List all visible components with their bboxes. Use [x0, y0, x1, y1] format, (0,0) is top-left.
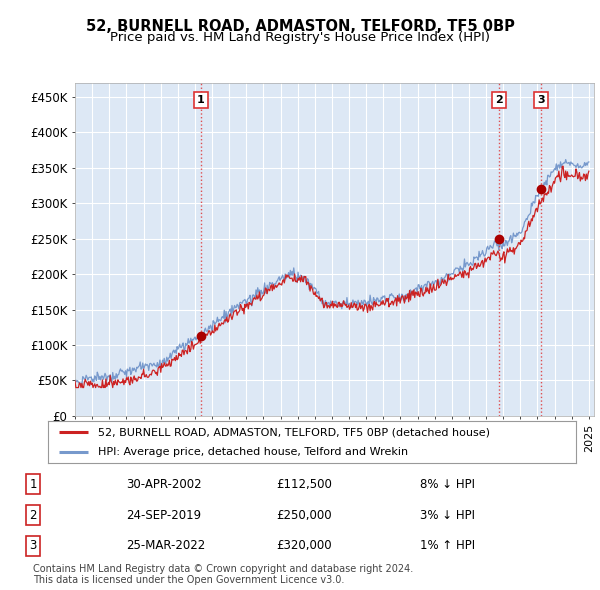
Text: 24-SEP-2019: 24-SEP-2019	[126, 509, 201, 522]
Text: 52, BURNELL ROAD, ADMASTON, TELFORD, TF5 0BP: 52, BURNELL ROAD, ADMASTON, TELFORD, TF5…	[86, 19, 514, 34]
Text: HPI: Average price, detached house, Telford and Wrekin: HPI: Average price, detached house, Telf…	[98, 447, 408, 457]
Text: £250,000: £250,000	[276, 509, 332, 522]
Text: Contains HM Land Registry data © Crown copyright and database right 2024.
This d: Contains HM Land Registry data © Crown c…	[33, 563, 413, 585]
Text: 3% ↓ HPI: 3% ↓ HPI	[420, 509, 475, 522]
Text: 3: 3	[538, 96, 545, 106]
Text: 1: 1	[197, 96, 205, 106]
Text: 30-APR-2002: 30-APR-2002	[126, 478, 202, 491]
Text: 52, BURNELL ROAD, ADMASTON, TELFORD, TF5 0BP (detached house): 52, BURNELL ROAD, ADMASTON, TELFORD, TF5…	[98, 427, 490, 437]
Text: 2: 2	[29, 509, 37, 522]
Text: £112,500: £112,500	[276, 478, 332, 491]
Text: 1: 1	[29, 478, 37, 491]
Text: 8% ↓ HPI: 8% ↓ HPI	[420, 478, 475, 491]
Text: 3: 3	[29, 539, 37, 552]
Text: 2: 2	[495, 96, 502, 106]
Text: 1% ↑ HPI: 1% ↑ HPI	[420, 539, 475, 552]
Text: Price paid vs. HM Land Registry's House Price Index (HPI): Price paid vs. HM Land Registry's House …	[110, 31, 490, 44]
Text: £320,000: £320,000	[276, 539, 332, 552]
Text: 25-MAR-2022: 25-MAR-2022	[126, 539, 205, 552]
